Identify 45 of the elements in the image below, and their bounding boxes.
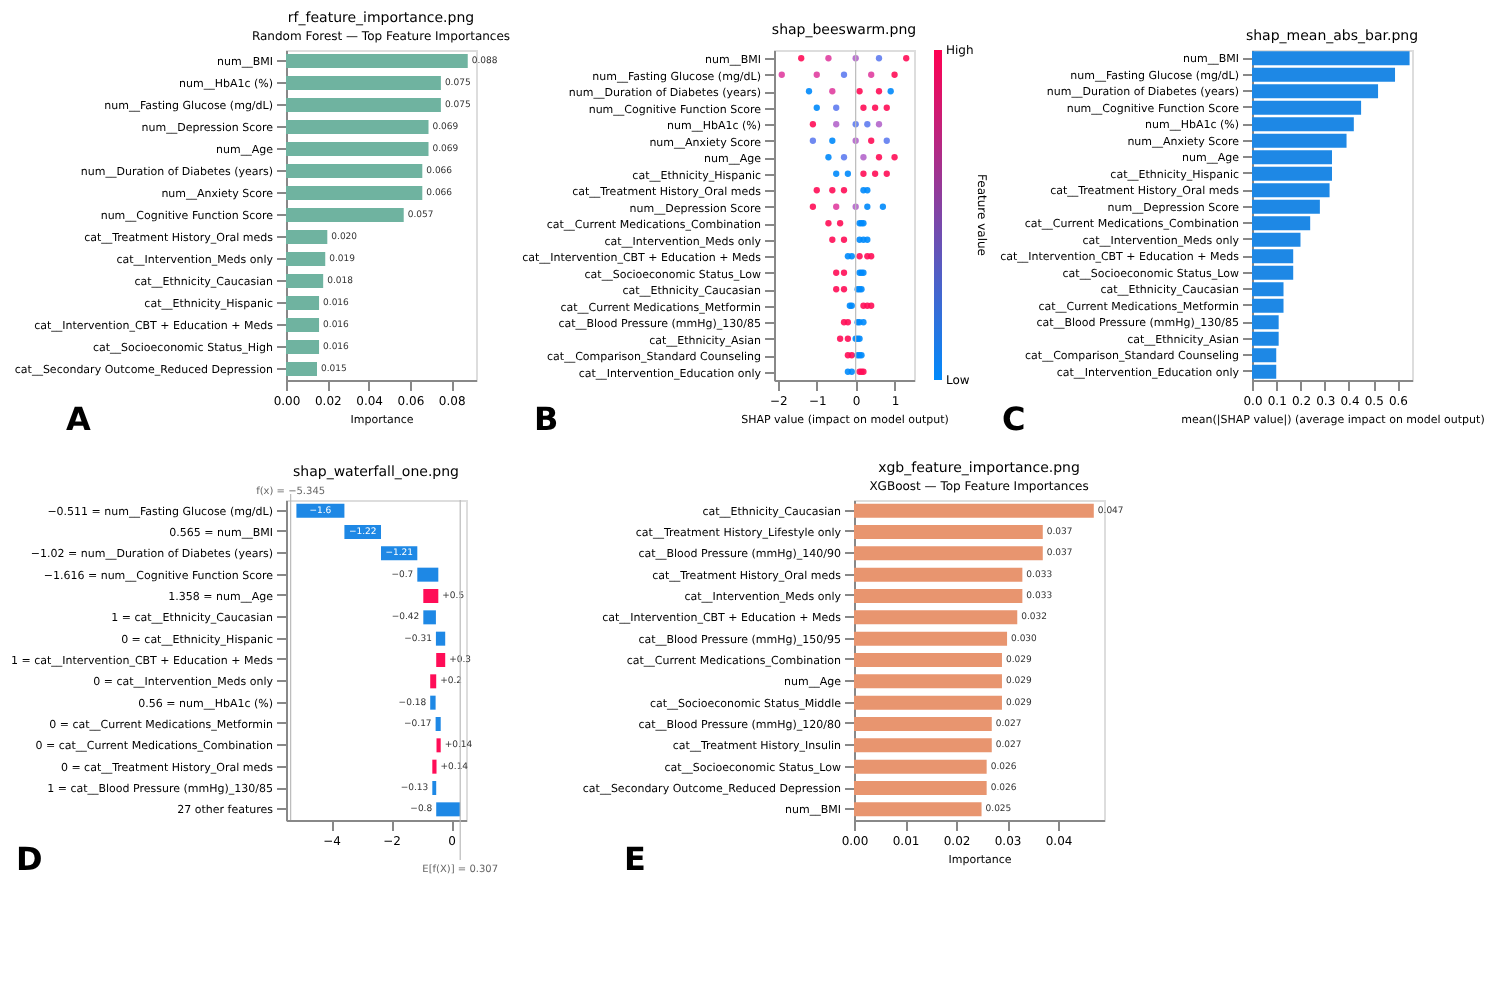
bar <box>286 120 429 134</box>
bar <box>854 674 1002 689</box>
bar <box>286 362 317 376</box>
bar <box>286 54 468 68</box>
bar <box>854 546 1043 561</box>
bar <box>854 610 1018 625</box>
text: B <box>534 400 559 438</box>
bar <box>286 98 441 112</box>
bar <box>436 802 461 817</box>
bar <box>417 567 439 582</box>
bar <box>854 695 1002 710</box>
bar <box>854 781 987 795</box>
bar <box>854 631 1008 646</box>
bar <box>854 717 992 731</box>
bar <box>286 318 320 332</box>
bar <box>854 802 982 817</box>
bar <box>435 631 446 646</box>
bar <box>286 296 320 310</box>
text: E <box>624 840 646 878</box>
bar <box>430 695 436 710</box>
bar <box>423 610 436 625</box>
bar <box>286 208 404 222</box>
bar <box>854 738 992 753</box>
text: C <box>1002 400 1026 438</box>
bar <box>286 186 423 200</box>
bar <box>286 340 320 354</box>
bar <box>430 674 437 689</box>
bar <box>286 274 324 288</box>
bar <box>296 503 345 518</box>
bar <box>854 759 987 774</box>
text: A <box>66 400 92 438</box>
bar <box>286 142 429 156</box>
bar <box>286 252 326 266</box>
bar <box>435 717 441 731</box>
bar <box>436 653 446 667</box>
bar <box>286 164 423 178</box>
bar <box>854 503 1094 518</box>
bar <box>854 589 1023 603</box>
bar <box>854 525 1043 539</box>
bar <box>286 76 441 90</box>
bar <box>854 653 1002 667</box>
bar <box>286 230 328 244</box>
bar <box>854 567 1023 582</box>
text: D <box>16 840 43 878</box>
bar <box>423 589 439 603</box>
